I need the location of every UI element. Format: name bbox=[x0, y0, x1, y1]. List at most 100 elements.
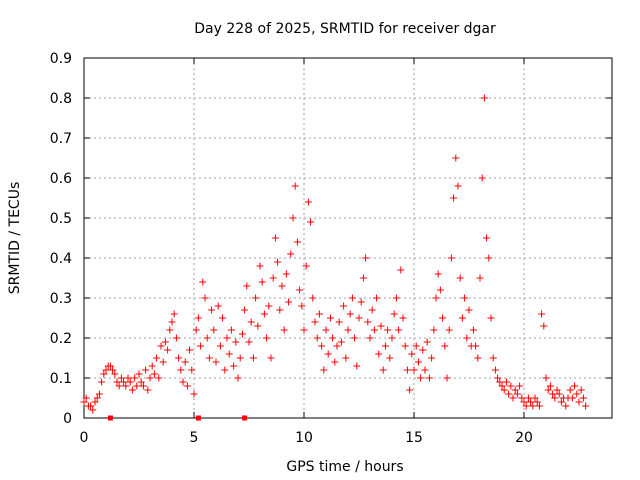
data-point bbox=[337, 338, 345, 346]
data-point bbox=[225, 350, 233, 358]
data-point bbox=[476, 274, 484, 282]
data-point bbox=[155, 374, 163, 382]
data-point bbox=[472, 342, 480, 350]
data-point bbox=[126, 378, 134, 386]
data-point bbox=[544, 386, 552, 394]
data-point bbox=[430, 326, 438, 334]
data-point bbox=[183, 382, 191, 390]
data-point bbox=[227, 326, 235, 334]
data-point bbox=[417, 374, 425, 382]
data-point bbox=[419, 346, 427, 354]
data-point bbox=[265, 302, 273, 310]
x-tick-label: 10 bbox=[295, 430, 313, 446]
data-point bbox=[267, 354, 275, 362]
data-point bbox=[245, 338, 253, 346]
data-point bbox=[161, 338, 169, 346]
data-point bbox=[98, 378, 106, 386]
x-tick-label: 0 bbox=[80, 430, 89, 446]
data-point bbox=[522, 402, 530, 410]
data-point bbox=[533, 398, 541, 406]
data-point bbox=[159, 358, 167, 366]
data-point bbox=[359, 274, 367, 282]
data-point bbox=[311, 318, 319, 326]
data-point bbox=[243, 282, 251, 290]
data-point bbox=[450, 194, 458, 202]
data-point bbox=[175, 354, 183, 362]
data-point bbox=[425, 374, 433, 382]
data-point bbox=[452, 154, 460, 162]
data-point bbox=[146, 374, 154, 382]
y-axis-label: SRMTID / TECUs bbox=[7, 182, 23, 295]
data-point bbox=[399, 314, 407, 322]
data-point bbox=[223, 334, 231, 342]
data-point bbox=[335, 318, 343, 326]
data-point bbox=[131, 374, 139, 382]
x-tick-label: 20 bbox=[515, 430, 533, 446]
data-point bbox=[551, 394, 559, 402]
data-point bbox=[91, 398, 99, 406]
data-point bbox=[166, 326, 174, 334]
data-point bbox=[388, 334, 396, 342]
data-point bbox=[313, 334, 321, 342]
data-point bbox=[571, 382, 579, 390]
data-point bbox=[487, 314, 495, 322]
data-point bbox=[170, 310, 178, 318]
data-point bbox=[496, 378, 504, 386]
data-point bbox=[428, 354, 436, 362]
data-point bbox=[513, 390, 521, 398]
data-point bbox=[95, 390, 103, 398]
data-point bbox=[357, 298, 365, 306]
data-point bbox=[109, 366, 117, 374]
data-point bbox=[582, 402, 590, 410]
data-point bbox=[463, 334, 471, 342]
data-point bbox=[100, 370, 108, 378]
data-point bbox=[137, 378, 145, 386]
data-point bbox=[241, 306, 249, 314]
x-axis-label: GPS time / hours bbox=[286, 459, 403, 475]
data-point bbox=[355, 314, 363, 322]
data-point bbox=[443, 374, 451, 382]
data-point bbox=[392, 294, 400, 302]
data-point bbox=[410, 366, 418, 374]
data-point bbox=[491, 366, 499, 374]
data-point bbox=[254, 322, 262, 330]
y-tick-label: 0.1 bbox=[50, 371, 72, 387]
data-point bbox=[368, 306, 376, 314]
data-point bbox=[287, 250, 295, 258]
data-point bbox=[329, 334, 337, 342]
data-point bbox=[384, 326, 392, 334]
data-point bbox=[480, 94, 488, 102]
chart-title: Day 228 of 2025, SRMTID for receiver dga… bbox=[194, 21, 496, 37]
data-point bbox=[340, 302, 348, 310]
data-point bbox=[304, 198, 312, 206]
data-point bbox=[538, 310, 546, 318]
axis-marker bbox=[242, 415, 248, 421]
data-point bbox=[423, 338, 431, 346]
data-point bbox=[483, 234, 491, 242]
data-point bbox=[458, 314, 466, 322]
data-point bbox=[509, 394, 517, 402]
data-point bbox=[518, 394, 526, 402]
data-point bbox=[80, 398, 88, 406]
data-point bbox=[269, 274, 277, 282]
data-point bbox=[324, 350, 332, 358]
data-point bbox=[568, 394, 576, 402]
y-tick-label: 0.6 bbox=[50, 171, 72, 187]
data-point bbox=[142, 366, 150, 374]
data-point bbox=[351, 334, 359, 342]
data-point bbox=[348, 294, 356, 302]
data-point bbox=[179, 378, 187, 386]
data-point bbox=[573, 390, 581, 398]
data-point bbox=[293, 238, 301, 246]
data-point bbox=[271, 234, 279, 242]
data-point bbox=[505, 390, 513, 398]
data-point bbox=[381, 342, 389, 350]
data-point bbox=[113, 378, 121, 386]
plot-frame bbox=[83, 57, 613, 419]
data-point bbox=[82, 394, 90, 402]
data-point bbox=[395, 326, 403, 334]
data-point bbox=[549, 390, 557, 398]
data-point bbox=[421, 366, 429, 374]
data-point bbox=[524, 394, 532, 402]
data-point bbox=[370, 326, 378, 334]
